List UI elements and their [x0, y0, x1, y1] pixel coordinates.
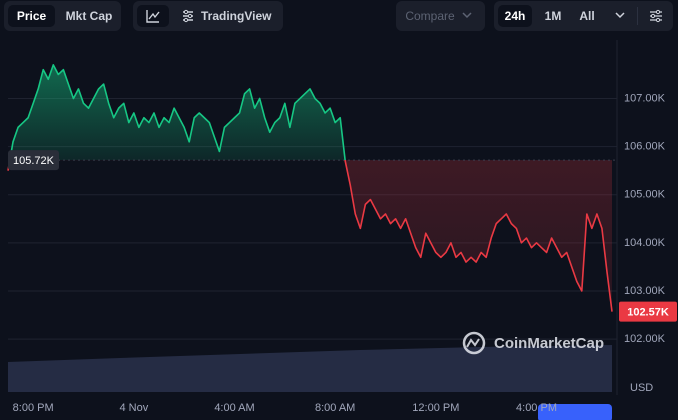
- watermark-logo-mark: [466, 338, 480, 348]
- baseline-label: 105.72K: [13, 155, 55, 167]
- y-tick-label: 106.00K: [624, 141, 666, 153]
- chart-style-toggle: TradingView: [133, 1, 283, 31]
- x-tick-label: 8:00 AM: [315, 402, 355, 414]
- y-tick-label: 103.00K: [624, 285, 666, 297]
- range-divider: [637, 7, 638, 25]
- range-toggle: 24h 1M All: [494, 1, 673, 31]
- x-tick-label: 4:00 AM: [214, 402, 254, 414]
- current-price-label: 102.57K: [627, 307, 669, 319]
- x-tick-label: 4 Nov: [119, 402, 148, 414]
- x-tick-label: 12:00 PM: [412, 402, 459, 414]
- range-button[interactable]: 24h: [498, 5, 532, 27]
- line-icon: [146, 10, 160, 23]
- price-line: [7, 64, 613, 312]
- price-area: [8, 64, 612, 312]
- tradingview-icon: [183, 9, 193, 23]
- hover-highlight: [538, 404, 612, 420]
- y-tick-label: 102.00K: [624, 333, 666, 345]
- compare-chevron: [462, 12, 472, 19]
- price-button[interactable]: Price: [8, 5, 55, 27]
- watermark-text: CoinMarketCap: [494, 335, 604, 352]
- compare-select[interactable]: Compare: [396, 1, 485, 31]
- compare-label: Compare: [405, 9, 455, 23]
- watermark-logo: [462, 331, 486, 355]
- y-tick-label: 105.00K: [624, 189, 666, 201]
- mkt-cap-button[interactable]: Mkt Cap: [65, 9, 113, 23]
- current-price-box: [619, 301, 677, 322]
- watermark: CoinMarketCap: [462, 331, 604, 355]
- range-button[interactable]: All: [579, 9, 595, 23]
- y-tick-label: 104.00K: [624, 237, 666, 249]
- x-tick-label: 4:00 PM: [516, 402, 557, 414]
- range-button[interactable]: 1M: [544, 9, 562, 23]
- tradingview-button[interactable]: TradingView: [177, 5, 281, 27]
- settings-icon[interactable]: [649, 9, 663, 23]
- x-tick-label: 8:00 PM: [13, 402, 54, 414]
- range-chevron[interactable]: [615, 12, 625, 20]
- y-tick-label: 107.00K: [624, 92, 666, 104]
- volume-area: [8, 345, 612, 392]
- y-axis-unit: USD: [630, 382, 653, 394]
- baseline-label-box: [8, 150, 59, 171]
- tradingview-label: TradingView: [201, 9, 272, 23]
- line-chart-button[interactable]: [137, 5, 169, 27]
- metric-toggle: Price Mkt Cap: [4, 1, 121, 31]
